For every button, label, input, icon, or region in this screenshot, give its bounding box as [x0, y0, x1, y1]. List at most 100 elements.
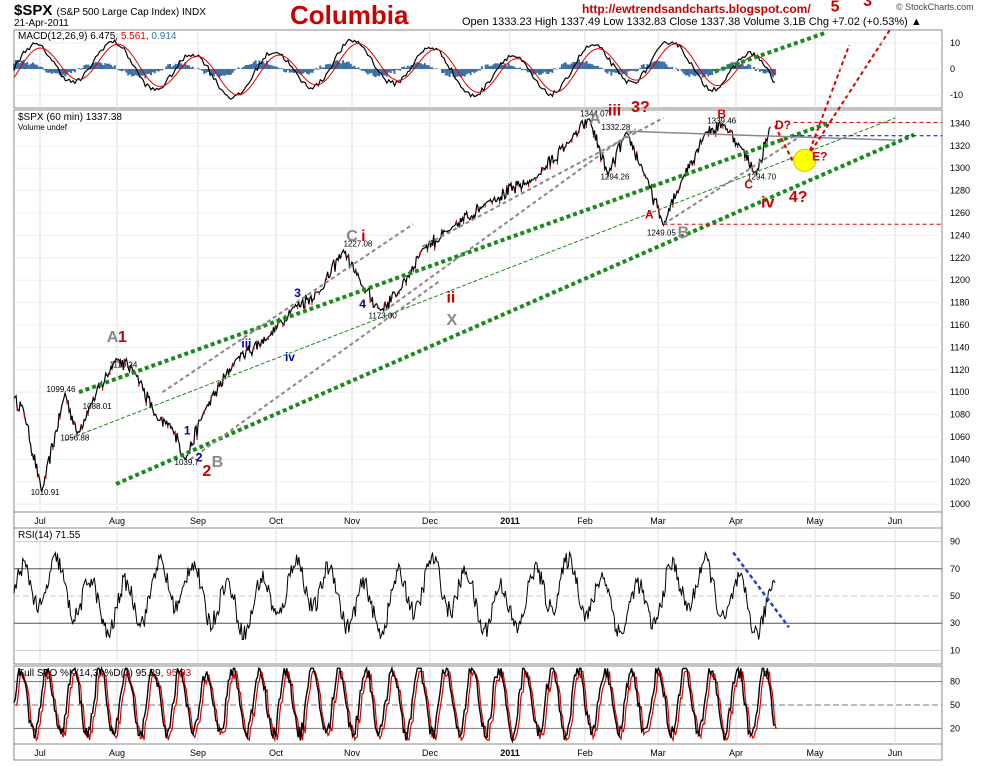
- lower-channel-line: [115, 132, 915, 486]
- x-axis-strip: [13, 511, 943, 529]
- x-tick-label-oct: Oct: [269, 748, 284, 758]
- wave-label: ii: [446, 290, 455, 307]
- gray-channel-1: [161, 223, 414, 394]
- x-tick-label-jul: Jul: [34, 516, 46, 526]
- rsi-tick-label: 10: [950, 645, 960, 655]
- macd-channel-line: [713, 30, 827, 74]
- price-value-label: 1344.07: [580, 110, 609, 119]
- blog-url[interactable]: http://ewtrendsandcharts.blogspot.com/: [582, 2, 811, 16]
- wave-label: A: [589, 110, 601, 127]
- sto-tick-label: 50: [950, 700, 960, 710]
- wave-label: 3: [863, 0, 872, 10]
- wave-label: C: [744, 177, 753, 191]
- sto-k-line: [13, 665, 776, 744]
- x-tick-label-aug: Aug: [109, 748, 125, 758]
- wave-label: 5: [831, 0, 840, 15]
- price-tick-label: 1020: [950, 477, 970, 487]
- price-tick-label: 1120: [950, 365, 969, 375]
- wave-label: iv: [285, 350, 295, 364]
- x-tick-label-may: May: [806, 748, 824, 758]
- price-tick-label: 1160: [950, 320, 969, 330]
- price-tick-label: 1200: [950, 275, 970, 285]
- x-tick-label-sep: Sep: [190, 516, 206, 526]
- wave-label: 3: [294, 286, 301, 300]
- x-axis-strip-bottom: [13, 743, 943, 761]
- x-tick-label-apr: Apr: [729, 748, 743, 758]
- wave-label: iii: [241, 336, 251, 350]
- rsi-pane-label: RSI(14) 71.55: [18, 530, 81, 541]
- x-tick-label-dec: Dec: [422, 748, 439, 758]
- ohlc-summary: Open 1333.23 High 1337.49 Low 1332.83 Cl…: [462, 16, 922, 28]
- wave-label: A: [645, 208, 654, 222]
- wave-label: E?: [812, 149, 827, 163]
- x-tick-label-mar: Mar: [650, 748, 666, 758]
- rsi-tick-label: 50: [950, 591, 960, 601]
- x-tick-label-dec: Dec: [422, 516, 439, 526]
- rsi-tick-label: 90: [950, 537, 960, 547]
- price-tick-label: 1180: [950, 298, 969, 308]
- price-tick-label: 1040: [950, 454, 970, 464]
- macd-signal-value: 5.561,: [121, 31, 152, 42]
- x-tick-label-nov: Nov: [344, 748, 361, 758]
- rsi-trendline: [732, 551, 790, 629]
- price-value-label: 1339.46: [707, 116, 736, 125]
- x-tick-label-2011: 2011: [500, 516, 520, 526]
- x-tick-label-oct: Oct: [269, 516, 284, 526]
- price-pane-frame: [13, 109, 943, 513]
- price-tick-label: 1240: [950, 230, 970, 240]
- price-tick-label: 1140: [950, 342, 969, 352]
- macd-pane-label: MACD(12,26,9) 6.475, 5.561, 0.914: [18, 31, 177, 42]
- price-value-label: 1332.28: [601, 123, 630, 132]
- chart-date: 21-Apr-2011: [14, 18, 69, 29]
- x-tick-label-feb: Feb: [577, 748, 593, 758]
- price-tick-label: 1060: [950, 432, 970, 442]
- wave-label: 2: [202, 463, 211, 480]
- price-value-label: 1039.7: [175, 458, 200, 467]
- price-tick-label: 1320: [950, 141, 970, 151]
- price-value-label: 1056.88: [60, 433, 89, 442]
- macd-tick-label: 10: [950, 38, 960, 48]
- macd-tick-label: -10: [950, 90, 963, 100]
- price-value-label: 1249.05: [647, 228, 676, 237]
- wave-label: 1: [184, 424, 191, 438]
- price-value-label: 1294.70: [747, 172, 776, 181]
- sto-tick-label: 20: [950, 723, 960, 733]
- mid-channel-line: [64, 117, 896, 441]
- wave-5-projection-line: [806, 27, 892, 158]
- wave-3-projection-line: [806, 44, 851, 158]
- price-value-label: 1010.91: [31, 488, 60, 497]
- x-tick-label-nov: Nov: [344, 516, 361, 526]
- price-value-label: 1294.26: [600, 172, 629, 181]
- gray-channel-2: [189, 279, 442, 461]
- price-value-label: 1088.01: [83, 402, 112, 411]
- macd-line: [13, 38, 776, 100]
- price-value-label: 1119.24: [110, 361, 138, 370]
- x-tick-label-feb: Feb: [577, 516, 593, 526]
- macd-histogram-value: 0.914: [151, 31, 176, 42]
- x-tick-label-jun: Jun: [888, 516, 903, 526]
- price-value-label: 1099.46: [46, 385, 75, 394]
- macd-signal-line: [13, 42, 776, 96]
- stockcharts-credit: © StockCharts.com: [896, 2, 974, 12]
- macd-tick-label: 0: [950, 64, 955, 74]
- volume-sublabel: Volume undef: [18, 123, 68, 132]
- upper-channel-line: [78, 120, 832, 395]
- wave-label: B: [717, 107, 726, 121]
- price-tick-label: 1220: [950, 253, 970, 263]
- symbol-text: $SPX: [14, 2, 53, 19]
- rsi-line: [13, 550, 776, 640]
- price-tick-label: 1080: [950, 410, 970, 420]
- wave-label: i: [361, 228, 365, 245]
- price-tick-label: 1280: [950, 186, 970, 196]
- symbol-title: $SPX (S&P 500 Large Cap Index) INDX: [14, 2, 206, 19]
- gray-channel-3: [384, 128, 637, 312]
- price-value-label: 1227.08: [343, 240, 372, 249]
- price-tick-label: 1300: [950, 163, 970, 173]
- brand-title: Columbia: [290, 0, 409, 30]
- x-tick-label-mar: Mar: [650, 516, 666, 526]
- wave-label: iii: [608, 103, 621, 120]
- x-tick-label-jul: Jul: [34, 748, 46, 758]
- wave-label: B: [212, 454, 224, 471]
- target-highlight-circle: [793, 148, 817, 172]
